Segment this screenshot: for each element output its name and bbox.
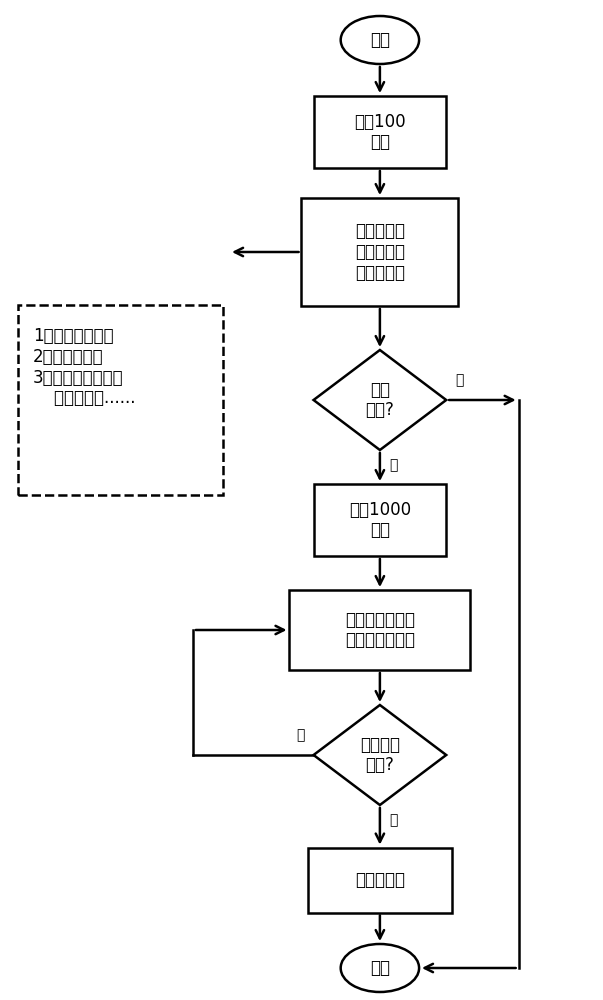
Text: 否: 否 [455,373,464,387]
Text: 延时1000
毫秒: 延时1000 毫秒 [349,501,411,539]
Bar [18,305,223,495]
Bar [314,484,446,556]
Bar [302,198,458,306]
Text: 过载超过
阈值?: 过载超过 阈值? [360,736,400,774]
Text: 是: 是 [389,458,397,472]
Text: 结束: 结束 [370,959,390,977]
Text: 起爆点火头: 起爆点火头 [355,871,405,889]
Text: 是: 是 [389,813,397,827]
Bar [289,590,470,670]
Bar [308,848,452,912]
Text: 检测三轴加速度
传感器是否过载: 检测三轴加速度 传感器是否过载 [345,611,415,649]
Bar [314,96,446,168]
Text: 条件
成立?: 条件 成立? [365,381,394,419]
Text: 上电: 上电 [370,31,390,49]
Text: 否: 否 [296,728,305,742]
Text: 延时100
毫秒: 延时100 毫秒 [354,113,406,151]
Text: 检测灭火弹
控制电路状
态是否正常: 检测灭火弹 控制电路状 态是否正常 [355,222,405,282]
Text: 1、点火头正常；
2、供电正常；
3、检测三轴加速度
    传感器状态......: 1、点火头正常； 2、供电正常； 3、检测三轴加速度 传感器状态...... [33,327,136,407]
